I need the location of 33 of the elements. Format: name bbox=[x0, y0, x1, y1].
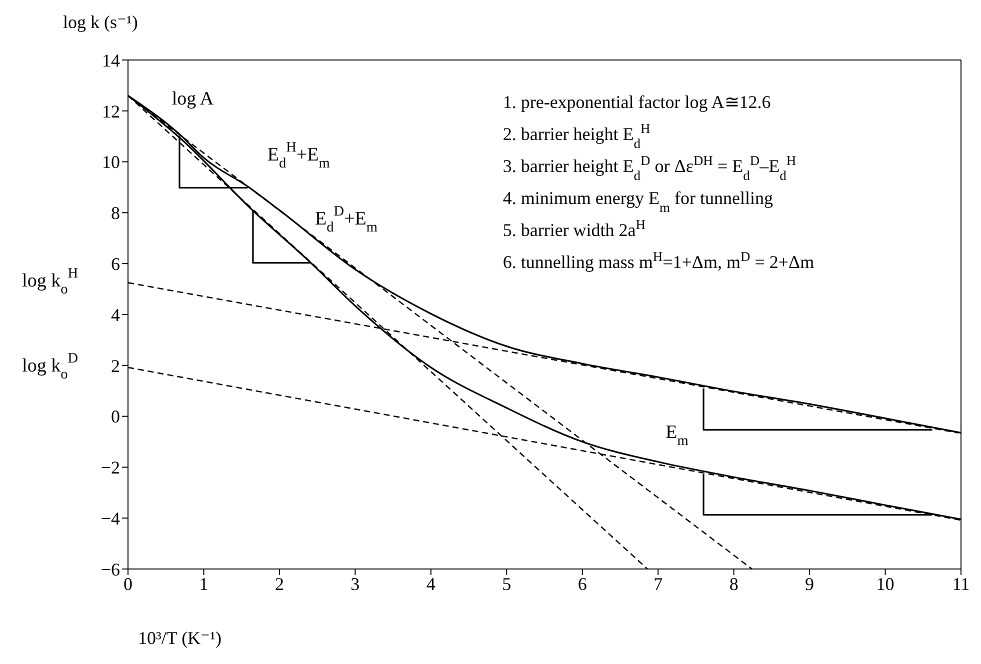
y-tick-label: −4 bbox=[100, 508, 120, 528]
annotation: 5. barrier width 2a$^{H}$ bbox=[502, 216, 646, 240]
x-tick-label: 10 bbox=[876, 574, 894, 594]
x-tick-label: 1 bbox=[199, 574, 208, 594]
x-tick-label: 0 bbox=[124, 574, 132, 594]
y-tick-label: −2 bbox=[100, 458, 120, 478]
y-tick-label: 8 bbox=[111, 203, 120, 224]
x-tick-label: 11 bbox=[952, 574, 970, 594]
y-tick-label: 0 bbox=[111, 406, 120, 427]
annotation: 4. minimum energy E$_{m}$ for tunnelling bbox=[502, 188, 774, 214]
y-tick-label: 2 bbox=[111, 356, 120, 376]
x-tick-label: 9 bbox=[805, 574, 814, 594]
y-tick-label: 14 bbox=[102, 50, 120, 70]
y-tick-label: 6 bbox=[111, 254, 120, 274]
x-tick-label: 5 bbox=[502, 574, 512, 594]
annotation: E$_{d}$$^{H}$+E$_{m}$ bbox=[267, 140, 330, 172]
x-tick-label: 6 bbox=[578, 574, 587, 594]
x-tick-label: 7 bbox=[654, 574, 663, 594]
y-tick-label: 10 bbox=[102, 152, 120, 172]
y-tick-label: −6 bbox=[100, 559, 120, 580]
y-tick-label: 12 bbox=[102, 101, 120, 122]
x-tick-label: 2 bbox=[274, 574, 284, 594]
annotation: 1. pre-exponential factor log A≅12.6 bbox=[502, 92, 771, 112]
annotation: E$_{m}$ bbox=[666, 422, 688, 450]
annotation: 6. tunnelling mass m$^{H}$=1+Δm, m$^{D}$ = 2+Δm bbox=[502, 248, 814, 272]
x-tick-label: 3 bbox=[350, 574, 360, 594]
x-axis-title: 10³/T (K⁻¹) bbox=[138, 628, 222, 648]
annotation: E$_{d}$$^{D}$+E$_{m}$ bbox=[315, 204, 378, 236]
annotation: log A bbox=[172, 89, 214, 110]
x-tick-label: 8 bbox=[729, 574, 738, 594]
y-axis-title: log k (s⁻¹) bbox=[63, 12, 138, 32]
x-tick-label: 4 bbox=[426, 574, 436, 594]
y-tick-label: 4 bbox=[111, 304, 120, 325]
